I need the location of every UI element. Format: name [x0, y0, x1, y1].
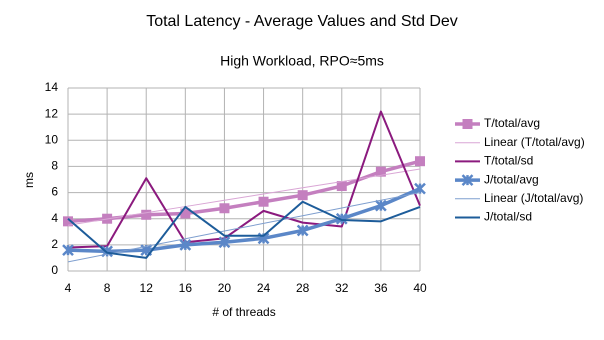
- data-point: [218, 236, 231, 249]
- y-tick-label: 14: [45, 80, 59, 94]
- x-tick-label: 16: [179, 281, 193, 295]
- legend-label: Linear (J/total/avg): [484, 191, 583, 205]
- x-tick-label: 32: [335, 281, 349, 295]
- x-tick-label: 24: [257, 281, 271, 295]
- y-tick-label: 10: [45, 132, 59, 146]
- y-tick-label: 8: [51, 159, 58, 173]
- legend-label: J/total/avg: [484, 172, 539, 186]
- data-point: [258, 196, 269, 207]
- y-axis-label: ms: [22, 172, 36, 188]
- data-point: [62, 244, 74, 256]
- data-point: [414, 182, 426, 195]
- data-point: [335, 212, 348, 225]
- data-point: [415, 156, 425, 167]
- x-axis-label: # of threads: [212, 305, 275, 319]
- series-line: [67, 159, 421, 224]
- x-tick-label: 12: [140, 281, 154, 295]
- chart-subtitle: High Workload, RPO≈5ms: [220, 53, 384, 69]
- legend-label: J/total/sd: [484, 210, 532, 224]
- data-point: [179, 238, 192, 251]
- data-point: [141, 209, 152, 220]
- data-point: [180, 208, 191, 219]
- legend-marker: [462, 119, 473, 129]
- x-tick-label: 4: [65, 281, 72, 295]
- data-point: [63, 216, 73, 227]
- data-point: [336, 181, 347, 192]
- data-point: [375, 166, 386, 177]
- data-point: [296, 224, 309, 237]
- series-line: [67, 110, 421, 249]
- x-tick-label: 40: [413, 281, 427, 295]
- y-tick-label: 12: [45, 106, 59, 120]
- y-tick-label: 4: [51, 211, 58, 225]
- chart-title: Total Latency - Average Values and Std D…: [146, 13, 458, 30]
- series-line: [67, 200, 421, 259]
- series-line: [67, 168, 421, 226]
- y-tick-label: 6: [51, 185, 58, 199]
- y-tick-label: 2: [51, 237, 58, 251]
- data-point: [297, 190, 308, 201]
- legend-marker: [461, 174, 474, 186]
- x-tick-label: 20: [218, 281, 232, 295]
- legend-label: T/total/sd: [484, 154, 533, 168]
- x-tick-label: 28: [296, 281, 310, 295]
- data-point: [219, 203, 230, 214]
- legend-label: Linear (T/total/avg): [484, 135, 585, 149]
- legend-label: T/total/avg: [484, 116, 540, 130]
- y-tick-label: 0: [51, 263, 58, 277]
- x-tick-label: 36: [374, 281, 388, 295]
- data-point: [375, 199, 387, 212]
- series-line: [67, 192, 421, 263]
- x-tick-label: 8: [104, 281, 111, 295]
